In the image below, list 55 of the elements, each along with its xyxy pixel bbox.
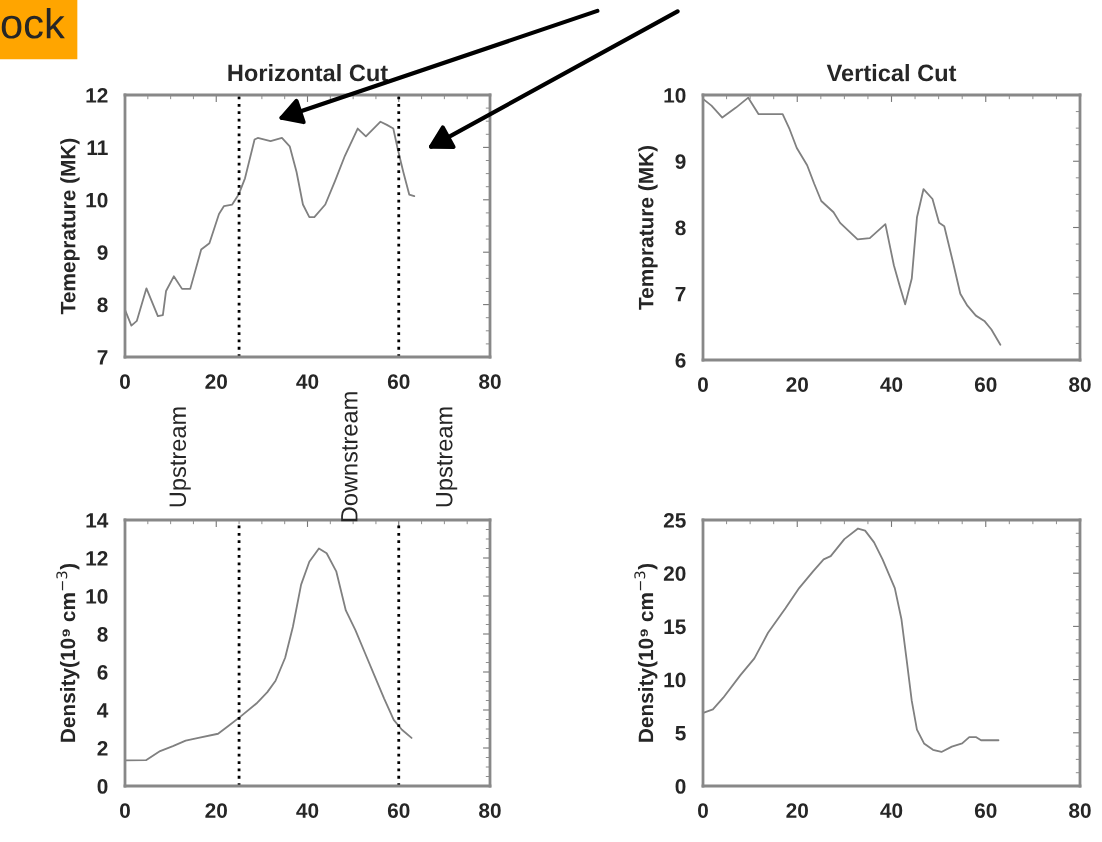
y-tick-label: 4 bbox=[97, 703, 109, 718]
y-axis-title: Density(10⁹ cm$^{−3}$) bbox=[56, 563, 80, 742]
y-tick-label: 7 bbox=[675, 286, 686, 302]
y-tick-label: 5 bbox=[675, 726, 686, 741]
x-tick-label: 80 bbox=[1069, 803, 1091, 818]
y-tick-label: 7 bbox=[97, 350, 108, 365]
y-axis-title: Density(10⁹ cm$^{−3}$) bbox=[634, 563, 658, 742]
y-tick-label: 14 bbox=[86, 513, 109, 528]
text: Upstream bbox=[436, 407, 458, 507]
x-tick-label: 60 bbox=[974, 803, 997, 818]
y-tick-label: 8 bbox=[97, 297, 108, 313]
x-tick-label: 0 bbox=[120, 803, 130, 818]
y-tick-label: 8 bbox=[675, 220, 686, 236]
chart-title: Vertical Cut bbox=[826, 64, 957, 82]
text: ock bbox=[1, 8, 65, 39]
y-tick-label: 15 bbox=[664, 619, 686, 635]
x-tick-label: 80 bbox=[479, 803, 501, 818]
x-tick-label: 0 bbox=[120, 374, 130, 389]
annotation: Downstream bbox=[341, 392, 358, 522]
y-tick-label: 9 bbox=[675, 154, 686, 169]
y-tick-label: 6 bbox=[97, 665, 108, 680]
y-tick-label: 10 bbox=[86, 192, 108, 208]
x-tick-label: 60 bbox=[387, 374, 410, 389]
y-tick-label: 10 bbox=[664, 672, 686, 688]
y-tick-label: 6 bbox=[675, 353, 686, 368]
y-tick-label: 10 bbox=[86, 589, 108, 604]
y-tick-label: 2 bbox=[97, 741, 108, 756]
y-tick-label: 11 bbox=[87, 140, 108, 155]
y-tick-label: 12 bbox=[86, 551, 108, 566]
y-axis-title: Temprature (MK) bbox=[638, 145, 658, 310]
x-tick-label: 40 bbox=[296, 374, 319, 389]
x-tick-label: 20 bbox=[205, 374, 227, 389]
x-tick-label: 20 bbox=[786, 803, 808, 818]
x-tick-label: 60 bbox=[974, 377, 997, 392]
x-tick-label: 40 bbox=[880, 377, 903, 392]
x-tick-label: 80 bbox=[1069, 377, 1091, 392]
x-tick-label: 80 bbox=[479, 374, 501, 389]
chart-title: Horizontal Cut bbox=[228, 64, 388, 82]
y-tick-label: 0 bbox=[97, 779, 108, 794]
y-tick-label: 8 bbox=[97, 627, 108, 642]
y-tick-label: 0 bbox=[675, 779, 686, 794]
y-axis-title: Temeprature (MK) bbox=[60, 138, 80, 315]
x-tick-label: 60 bbox=[387, 803, 410, 818]
y-tick-label: 10 bbox=[664, 88, 686, 103]
y-tick-label: 9 bbox=[97, 245, 108, 260]
x-tick-label: 0 bbox=[698, 377, 708, 392]
x-tick-label: 40 bbox=[880, 803, 903, 818]
x-tick-label: 20 bbox=[786, 377, 808, 392]
x-tick-label: 40 bbox=[296, 803, 319, 818]
y-tick-label: 20 bbox=[663, 566, 686, 581]
x-tick-label: 0 bbox=[698, 803, 708, 818]
y-tick-label: 25 bbox=[663, 513, 686, 528]
text: Upstream bbox=[169, 407, 191, 507]
y-tick-label: 12 bbox=[86, 88, 108, 103]
x-tick-label: 20 bbox=[205, 803, 227, 818]
